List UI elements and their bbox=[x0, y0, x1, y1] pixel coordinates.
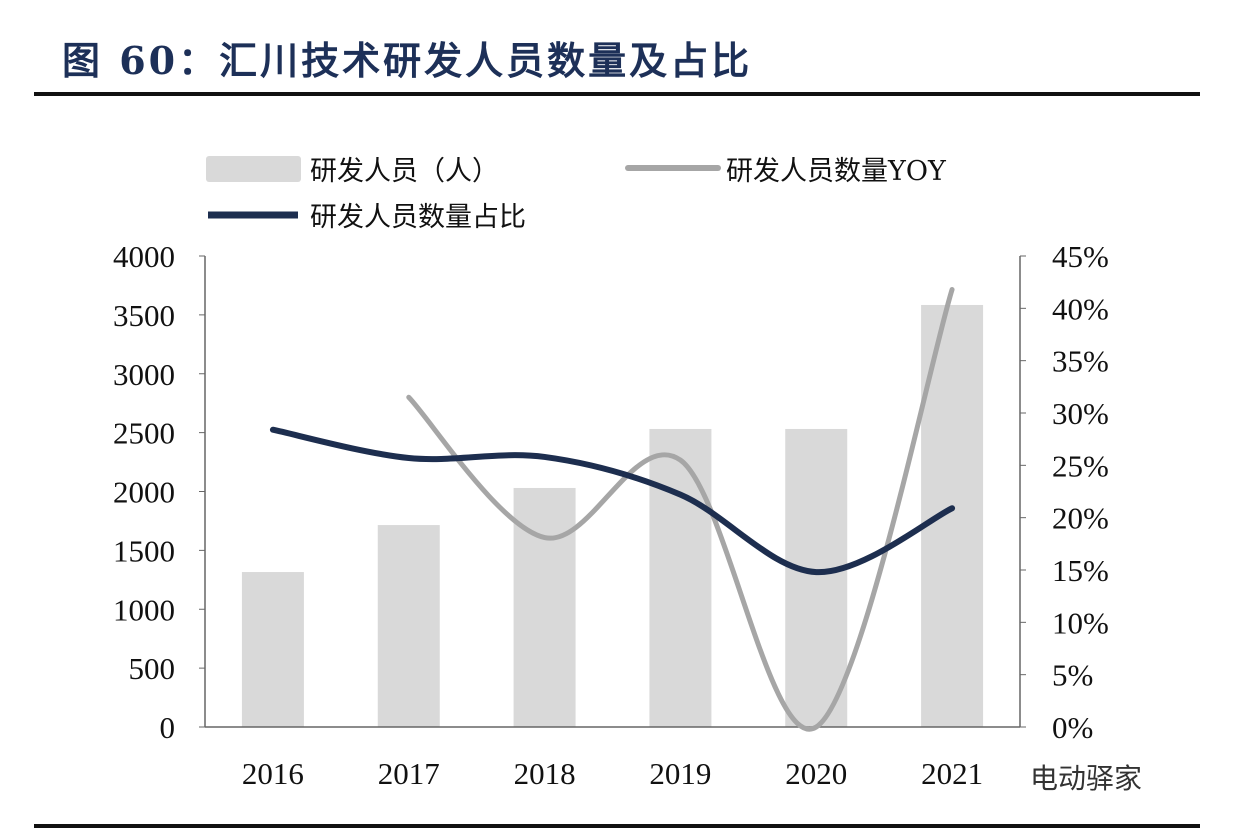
left-tick-label: 3000 bbox=[113, 357, 175, 392]
left-tick-label: 0 bbox=[160, 710, 176, 745]
top-rule bbox=[34, 92, 1200, 96]
right-tick-label: 30% bbox=[1052, 396, 1109, 431]
watermark: 电动驿家 bbox=[1030, 762, 1143, 795]
right-tick-label: 10% bbox=[1052, 605, 1109, 640]
x-tick-label: 2020 bbox=[785, 756, 847, 791]
legend-swatch-bars bbox=[206, 156, 301, 182]
x-tick-label: 2016 bbox=[242, 756, 304, 791]
bar-2016 bbox=[241, 572, 304, 727]
legend-label-ratio: 研发人员数量占比 bbox=[310, 202, 526, 233]
bottom-rule bbox=[34, 824, 1200, 828]
bar-2020 bbox=[785, 428, 848, 727]
right-tick-label: 25% bbox=[1052, 448, 1109, 483]
right-tick-label: 45% bbox=[1052, 239, 1109, 274]
legend-label-bars: 研发人员（人） bbox=[310, 156, 499, 187]
bar-2018 bbox=[513, 487, 576, 727]
left-tick-label: 2500 bbox=[113, 416, 175, 451]
legend: 研发人员（人） 研发人员数量YOY 研发人员数量占比 bbox=[206, 156, 947, 233]
right-tick-label: 40% bbox=[1052, 291, 1109, 326]
x-tick-label: 2018 bbox=[514, 756, 576, 791]
x-tick-label: 2017 bbox=[378, 756, 440, 791]
right-tick-label: 20% bbox=[1052, 501, 1109, 536]
left-tick-label: 4000 bbox=[113, 239, 175, 274]
left-tick-label: 2000 bbox=[113, 475, 175, 510]
figure-title: 图 60：汇川技术研发人员数量及占比 bbox=[62, 38, 753, 83]
bar-2017 bbox=[377, 525, 440, 727]
right-tick-label: 15% bbox=[1052, 553, 1109, 588]
left-tick-label: 1000 bbox=[113, 592, 175, 627]
right-tick-label: 0% bbox=[1052, 710, 1093, 745]
right-tick-label: 35% bbox=[1052, 344, 1109, 379]
legend-label-yoy: 研发人员数量YOY bbox=[726, 156, 947, 187]
left-tick-label: 1500 bbox=[113, 533, 175, 568]
left-tick-label: 3500 bbox=[113, 298, 175, 333]
right-tick-label: 5% bbox=[1052, 658, 1093, 693]
x-tick-label: 2021 bbox=[921, 756, 983, 791]
bar-2019 bbox=[649, 428, 712, 727]
ratio-line bbox=[269, 426, 956, 576]
x-tick-label: 2019 bbox=[649, 756, 711, 791]
left-tick-label: 500 bbox=[129, 651, 176, 686]
